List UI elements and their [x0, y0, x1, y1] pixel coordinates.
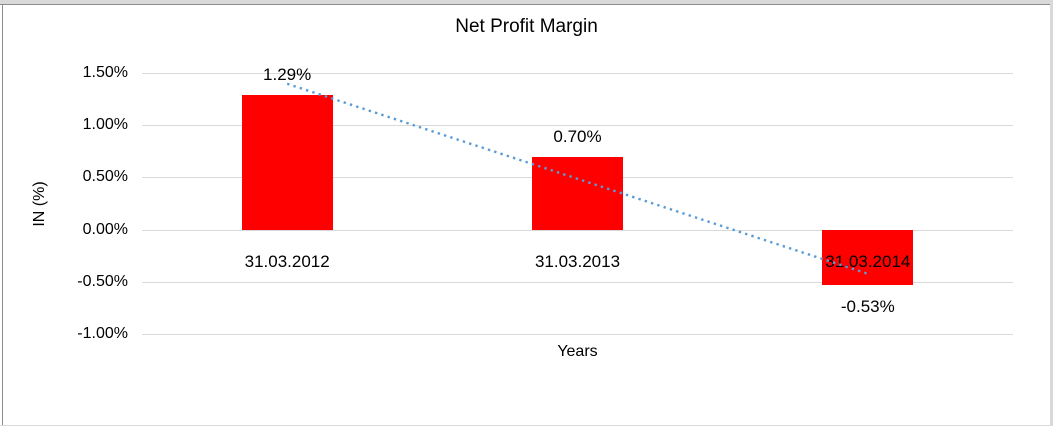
category-label: 31.03.2012 — [244, 251, 330, 271]
chart-title: Net Profit Margin — [455, 16, 598, 37]
y-tick-label: -1.00% — [77, 325, 128, 342]
gridline-1.50% — [142, 73, 1013, 74]
data-label: 0.70% — [553, 126, 602, 146]
top-edge-line — [0, 4, 1053, 5]
gridline-0.00% — [142, 230, 1013, 231]
bar-31.03.2013[interactable] — [532, 156, 623, 230]
y-tick-label: 1.50% — [82, 64, 128, 81]
bar-31.03.2014[interactable] — [822, 229, 914, 285]
y-tick-label: -0.50% — [77, 273, 128, 290]
gridline--0.50% — [142, 282, 1013, 283]
y-tick-label: 0.50% — [82, 168, 128, 185]
right-edge-band — [1050, 0, 1053, 426]
y-tick-label: 0.00% — [82, 221, 128, 238]
gridline-1.00% — [142, 125, 1013, 126]
y-tick-label: 1.00% — [82, 116, 128, 133]
bar-31.03.2012[interactable] — [241, 94, 333, 230]
category-label: 31.03.2014 — [825, 251, 911, 271]
data-label: -0.53% — [840, 296, 895, 316]
gridline--1.00% — [142, 334, 1013, 335]
top-edge-band — [0, 0, 1053, 4]
y-axis-title: IN (%) — [31, 181, 48, 227]
data-label: 1.29% — [263, 64, 312, 84]
x-axis-title: Years — [557, 343, 598, 360]
left-edge-line — [2, 5, 3, 426]
category-label: 31.03.2013 — [534, 251, 621, 271]
